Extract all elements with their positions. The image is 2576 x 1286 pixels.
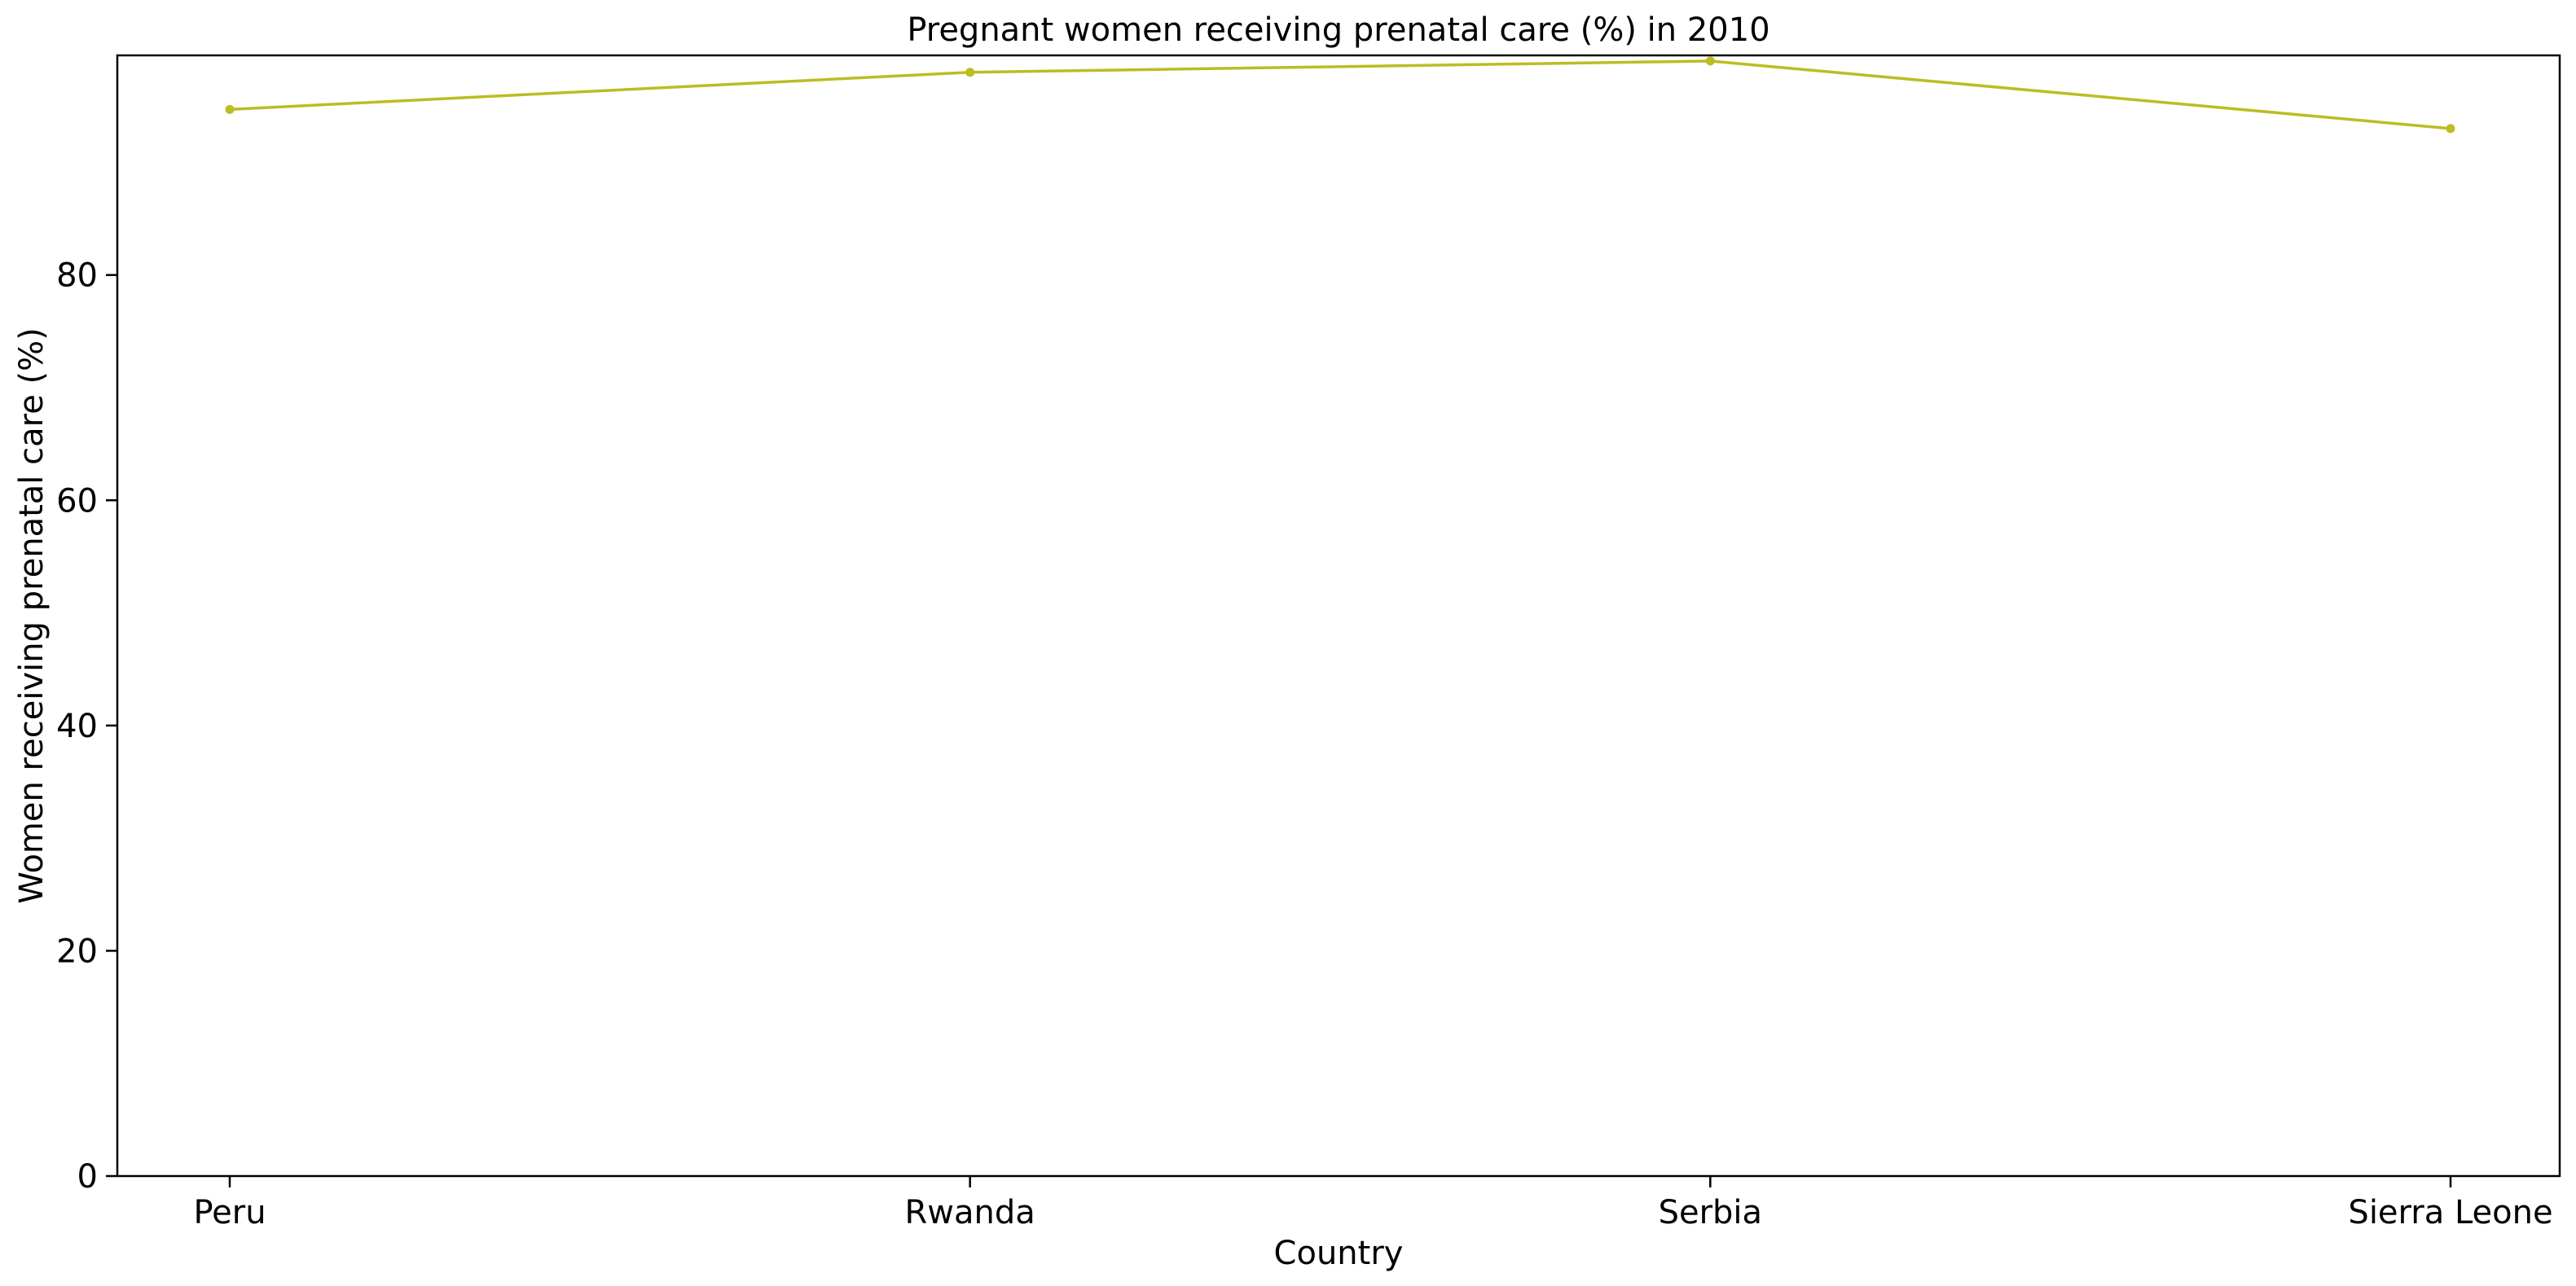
y-axis-ticks: 0 20 40 60 80 <box>56 257 117 1196</box>
data-point <box>965 68 975 77</box>
x-tick-label: Rwanda <box>905 1194 1035 1231</box>
y-tick-label: 80 <box>56 257 98 295</box>
data-point <box>225 104 235 114</box>
series-line <box>229 59 2451 130</box>
data-series <box>225 56 2455 134</box>
y-tick-label: 60 <box>56 482 98 520</box>
y-tick-label: 0 <box>77 1158 98 1196</box>
y-tick-label: 20 <box>56 933 98 970</box>
data-point <box>2446 124 2455 134</box>
y-axis-label: Women receiving prenatal care (%) <box>13 327 51 904</box>
x-axis-label: Country <box>1274 1235 1404 1272</box>
plot-area <box>116 54 2561 1178</box>
x-tick-label: Sierra Leone <box>2348 1194 2552 1231</box>
x-tick-label: Peru <box>193 1194 266 1231</box>
x-axis-ticks: Peru Rwanda Serbia Sierra Leone <box>193 1176 2553 1231</box>
x-tick-label: Serbia <box>1659 1194 1762 1231</box>
y-tick-label: 40 <box>56 708 98 745</box>
data-point <box>1705 56 1715 66</box>
chart-title: Pregnant women receiving prenatal care (… <box>907 11 1769 49</box>
